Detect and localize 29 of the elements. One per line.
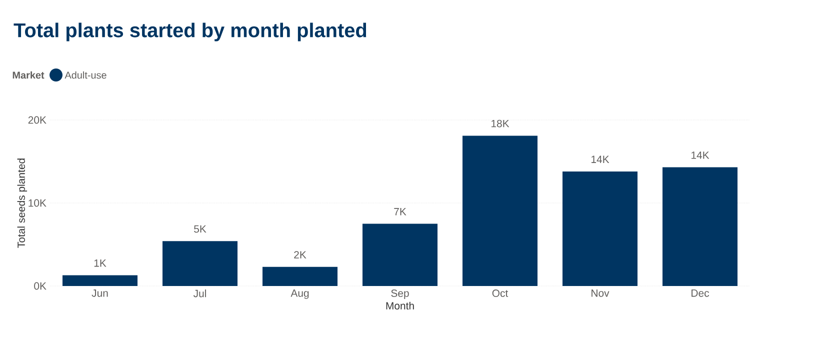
bar — [62, 275, 138, 286]
bar — [462, 136, 538, 286]
data-label: 14K — [591, 156, 610, 163]
legend-label: Adult-use — [64, 71, 106, 79]
x-tick-label: Aug — [290, 290, 309, 299]
x-tick-label: Sep — [391, 290, 409, 299]
x-tick-label: Jun — [92, 290, 108, 297]
data-label: 2K — [294, 251, 306, 258]
x-tick-label: Oct — [492, 290, 508, 297]
x-tick-label: Dec — [692, 290, 710, 297]
x-tick-label: Nov — [592, 290, 610, 297]
y-tick-label: 0K — [34, 282, 46, 290]
bar — [262, 266, 338, 286]
data-label: 1K — [94, 260, 106, 267]
y-tick-label: 20K — [28, 116, 46, 124]
legend-title: Market — [12, 71, 44, 79]
bar — [562, 171, 638, 286]
chart-title: Total plants started by month planted — [14, 22, 366, 42]
data-label: 18K — [491, 120, 510, 128]
bar — [662, 167, 738, 286]
x-tick-label: Jul — [193, 290, 206, 298]
data-label: 14K — [691, 152, 710, 159]
x-axis-title: Month — [386, 302, 414, 310]
data-label: 5K — [194, 225, 206, 233]
data-label: 7K — [394, 208, 406, 216]
y-tick-label: 10K — [28, 199, 46, 207]
y-axis-title: Total seeds planted — [17, 158, 28, 248]
bar — [162, 241, 238, 286]
bar — [362, 224, 438, 286]
